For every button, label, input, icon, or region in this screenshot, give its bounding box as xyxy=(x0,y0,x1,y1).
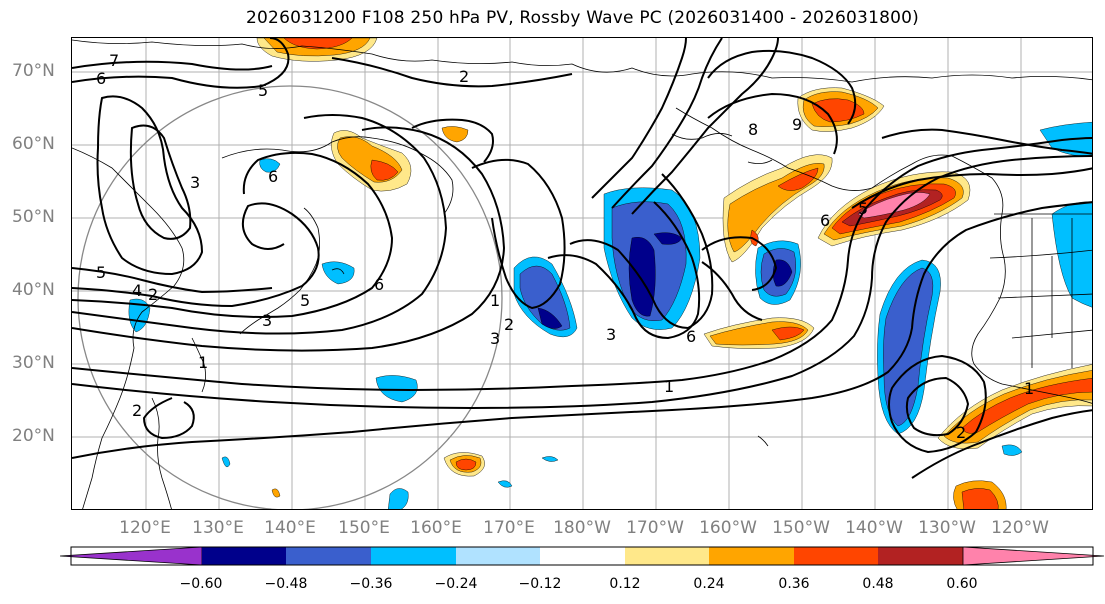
contour-label: 3 xyxy=(262,311,272,330)
lon-label-160e: 160°E xyxy=(410,518,462,538)
colorbar-swatch xyxy=(709,547,794,565)
contour-label: 5 xyxy=(96,263,106,282)
lon-label-170e: 170°E xyxy=(483,518,535,538)
contour-label: 1 xyxy=(664,377,674,396)
contour-labels: 7 6 5 2 8 9 3 6 5 4 2 5 6 1 2 3 3 1 2 3 … xyxy=(96,51,1034,442)
contour-label: 1 xyxy=(198,353,208,372)
contour-label: 2 xyxy=(459,67,469,86)
lon-label-150e: 150°E xyxy=(338,518,390,538)
colorbar-tick: −0.12 xyxy=(518,576,562,592)
map-canvas: 7 6 5 2 8 9 3 6 5 4 2 5 6 1 2 3 3 1 2 3 … xyxy=(72,38,1092,509)
pv-contours xyxy=(72,38,1092,479)
map-title: 2026031200 F108 250 hPa PV, Rossby Wave … xyxy=(246,8,919,28)
lon-label-130w: 130°W xyxy=(918,518,976,538)
colorbar-tick: −0.36 xyxy=(349,576,393,592)
coastlines xyxy=(72,39,1092,509)
colorbar-swatch xyxy=(794,547,878,565)
contour-label: 1 xyxy=(490,291,500,310)
reference-circle xyxy=(77,85,503,509)
contour-label: 6 xyxy=(96,69,106,88)
contour-label: 2 xyxy=(504,315,514,334)
colorbar-tick: 0.24 xyxy=(693,576,725,592)
contour-label: 3 xyxy=(190,173,200,192)
map-panel: 7 6 5 2 8 9 3 6 5 4 2 5 6 1 2 3 3 1 2 3 … xyxy=(71,37,1093,510)
lon-label-160w: 160°W xyxy=(699,518,757,538)
contour-label: 5 xyxy=(258,81,268,100)
lon-label-120e: 120°E xyxy=(119,518,171,538)
contour-label: 1 xyxy=(1024,379,1034,398)
colorbar-tick: −0.48 xyxy=(264,576,308,592)
lat-label-30n: 30°N xyxy=(12,353,55,373)
lat-label-20n: 20°N xyxy=(12,426,55,446)
contour-label: 7 xyxy=(109,51,119,70)
lat-label-60n: 60°N xyxy=(12,134,55,154)
lat-label-70n: 70°N xyxy=(12,61,55,81)
contour-label: 2 xyxy=(956,423,966,442)
colorbar-swatch xyxy=(456,547,540,565)
colorbar-tick: 0.48 xyxy=(862,576,894,592)
contour-label: 6 xyxy=(686,327,696,346)
contour-label: 3 xyxy=(606,325,616,344)
contour-label: 6 xyxy=(820,211,830,230)
colorbar-swatch xyxy=(540,547,625,565)
colorbar-swatches xyxy=(60,546,1105,566)
colorbar-swatch xyxy=(625,547,709,565)
contour-label: 6 xyxy=(268,167,278,186)
colorbar xyxy=(60,546,1105,566)
colorbar-swatch xyxy=(962,546,1105,566)
lon-label-140e: 140°E xyxy=(264,518,316,538)
contour-label: 9 xyxy=(792,115,802,134)
lat-label-50n: 50°N xyxy=(12,207,55,227)
colorbar-tick: 0.12 xyxy=(609,576,641,592)
contour-label: 2 xyxy=(132,401,142,420)
colorbar-tick: −0.24 xyxy=(434,576,478,592)
contour-label: 5 xyxy=(300,291,310,310)
colorbar-swatch xyxy=(878,547,963,565)
lon-label-130e: 130°E xyxy=(192,518,244,538)
contour-label: 4 xyxy=(132,281,142,300)
lat-label-40n: 40°N xyxy=(12,280,55,300)
lon-label-180w: 180°W xyxy=(553,518,611,538)
lon-label-170w: 170°W xyxy=(626,518,684,538)
colorbar-tick: −0.60 xyxy=(179,576,223,592)
contour-label: 8 xyxy=(748,120,758,139)
colorbar-swatch xyxy=(371,547,456,565)
contour-label: 3 xyxy=(490,329,500,348)
colorbar-swatch xyxy=(286,547,371,565)
lon-label-150w: 150°W xyxy=(772,518,830,538)
colorbar-tick: 0.60 xyxy=(946,576,978,592)
colorbar-tick: 0.36 xyxy=(778,576,810,592)
contour-label: 6 xyxy=(374,275,384,294)
colorbar-swatch xyxy=(60,546,203,566)
colorbar-swatch xyxy=(202,547,286,565)
lon-label-120w: 120°W xyxy=(991,518,1049,538)
lon-label-140w: 140°W xyxy=(845,518,903,538)
contour-label: 2 xyxy=(148,285,158,304)
contour-label: 5 xyxy=(858,199,868,218)
